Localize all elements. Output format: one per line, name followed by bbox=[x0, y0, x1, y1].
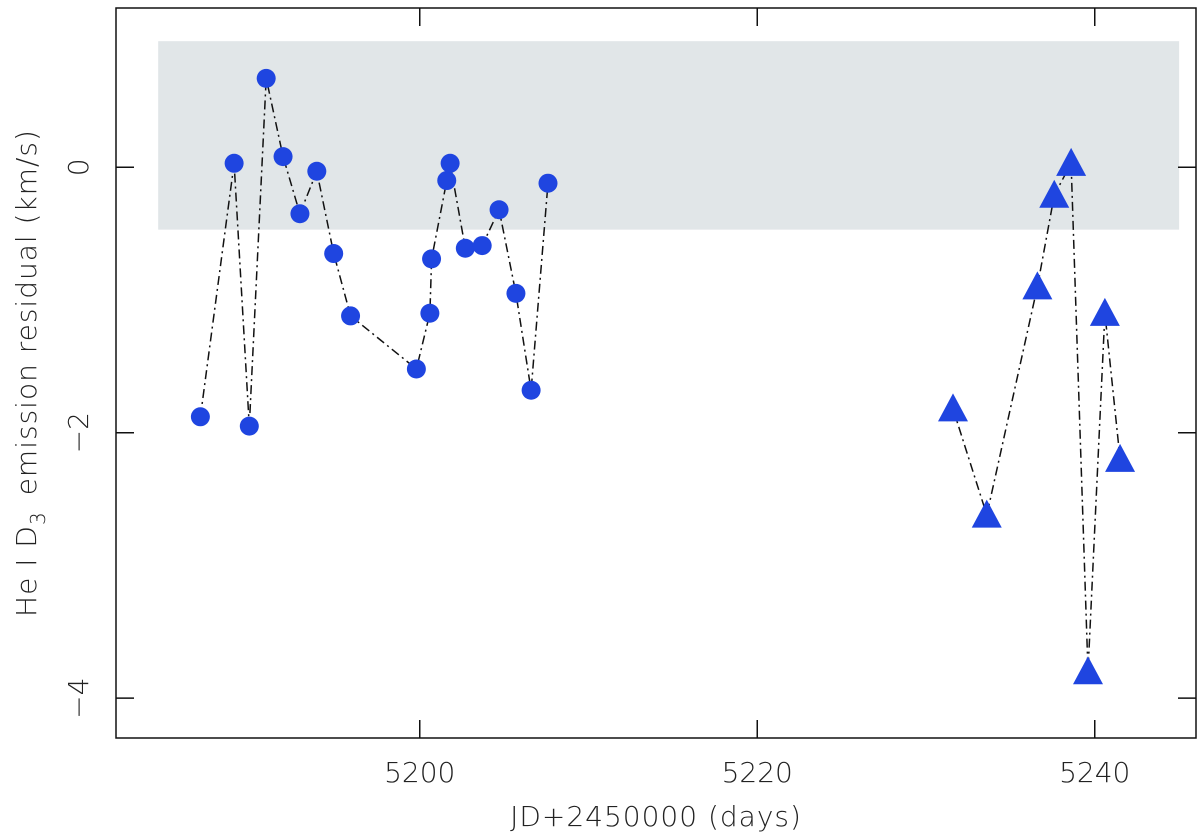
circle-marker bbox=[190, 407, 210, 427]
y-axis-label-subscript: 3 bbox=[26, 511, 50, 525]
circle-marker bbox=[437, 171, 457, 191]
circle-marker bbox=[324, 244, 344, 264]
tick-labels: 5200 5220 5240 0 −2 −4 bbox=[62, 158, 1130, 789]
circle-marker bbox=[440, 153, 460, 173]
triangle-marker bbox=[1073, 656, 1103, 685]
circle-marker bbox=[472, 236, 492, 256]
circle-marker bbox=[455, 238, 475, 258]
circle-marker bbox=[422, 249, 442, 269]
x-tick-label: 5200 bbox=[384, 756, 455, 789]
series-lines bbox=[199, 78, 1121, 672]
circle-marker bbox=[273, 147, 293, 167]
circle-marker bbox=[406, 359, 426, 379]
y-axis-label: He I D3 emission residual (km/s) bbox=[10, 129, 50, 617]
series-line bbox=[199, 78, 549, 427]
triangle-marker bbox=[1056, 147, 1087, 176]
triangle-marker bbox=[971, 499, 1002, 528]
y-tick-label: −2 bbox=[62, 412, 95, 453]
circle-marker bbox=[489, 200, 509, 220]
x-axis-label: JD+2450000 (days) bbox=[510, 800, 802, 833]
data-markers bbox=[190, 68, 1136, 685]
series-line bbox=[952, 160, 1121, 672]
circle-marker bbox=[341, 306, 361, 326]
circle-marker bbox=[256, 68, 276, 88]
circle-marker bbox=[420, 303, 440, 323]
circle-marker bbox=[538, 173, 558, 193]
triangle-marker bbox=[1022, 271, 1053, 300]
y-tick-label: 0 bbox=[62, 158, 95, 176]
triangle-marker bbox=[1105, 443, 1136, 472]
triangle-marker bbox=[938, 393, 968, 422]
shaded-band bbox=[158, 41, 1180, 230]
circle-marker bbox=[521, 380, 541, 400]
y-tick-label: −4 bbox=[62, 678, 95, 719]
plot-frame bbox=[115, 7, 1197, 739]
triangle-marker bbox=[1089, 297, 1120, 326]
circle-marker bbox=[307, 161, 327, 181]
y-axis-label-prefix: He I D bbox=[10, 525, 43, 617]
circle-marker bbox=[506, 283, 526, 303]
x-tick-label: 5240 bbox=[1059, 756, 1130, 789]
circle-marker bbox=[290, 204, 310, 224]
circle-marker bbox=[224, 153, 244, 173]
x-tick-label: 5220 bbox=[722, 756, 793, 789]
axis-ticks bbox=[116, 8, 1196, 738]
circle-marker bbox=[239, 416, 259, 436]
triangle-marker bbox=[1039, 179, 1070, 208]
y-axis-label-suffix: emission residual (km/s) bbox=[10, 129, 43, 495]
